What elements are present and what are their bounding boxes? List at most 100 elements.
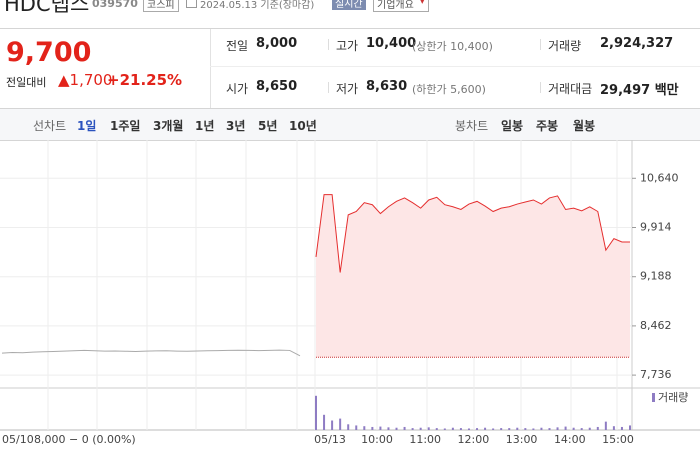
change-label: 전일대비 bbox=[6, 76, 47, 89]
volume-bar bbox=[500, 428, 503, 430]
volume-bar bbox=[532, 428, 535, 430]
price-area bbox=[316, 194, 630, 358]
volume-bar bbox=[451, 427, 454, 430]
y-tick-label: 9,914 bbox=[640, 221, 672, 234]
y-tick-label: 7,736 bbox=[640, 368, 672, 381]
volume-bar bbox=[476, 428, 479, 430]
tab[interactable]: 5년 bbox=[258, 119, 278, 133]
tab[interactable]: 월봉 bbox=[573, 119, 596, 133]
realtime-button[interactable]: 실시간 bbox=[332, 0, 366, 10]
y-tick-label: 10,640 bbox=[640, 171, 679, 184]
volume-bar bbox=[508, 428, 511, 430]
divider bbox=[540, 82, 541, 93]
x-label: 13:00 bbox=[506, 433, 538, 446]
volume-bar bbox=[620, 426, 623, 430]
x-label: 15:00 bbox=[602, 433, 634, 446]
volume-bar bbox=[596, 426, 599, 430]
volume-bar bbox=[387, 427, 390, 430]
divider bbox=[328, 82, 329, 93]
legend-label: 거래량 bbox=[658, 391, 688, 404]
stat-label: 전일 bbox=[226, 39, 249, 53]
change: ▲1,700 bbox=[58, 71, 113, 89]
volume-bar bbox=[484, 427, 487, 430]
volume-bar bbox=[411, 428, 414, 430]
volume-bar bbox=[572, 427, 575, 430]
volume-bar bbox=[403, 426, 406, 430]
x-label: 12:00 bbox=[458, 433, 490, 446]
y-tick-label: 9,188 bbox=[640, 270, 672, 283]
divider bbox=[210, 66, 700, 67]
volume-bar bbox=[315, 395, 317, 430]
stat-label: 고가 bbox=[336, 39, 359, 53]
stat-label: 저가 bbox=[336, 82, 359, 96]
change-rate: +21.25% bbox=[107, 71, 183, 89]
stat-label: 거래대금 bbox=[548, 82, 593, 96]
tab[interactable]: 3년 bbox=[226, 119, 246, 133]
tab[interactable]: 1주일 bbox=[110, 119, 141, 133]
volume-bar bbox=[588, 427, 591, 430]
volume-bar bbox=[331, 420, 334, 430]
stat-value: 10,400 bbox=[366, 36, 417, 51]
volume-bar bbox=[395, 427, 398, 430]
volume-bar bbox=[347, 424, 350, 430]
company-button[interactable]: 기업개요 ▾ bbox=[373, 0, 429, 12]
x-label: 14:00 bbox=[554, 433, 586, 446]
volume-bar bbox=[419, 427, 422, 430]
stat-value: 8,650 bbox=[256, 79, 298, 94]
tab[interactable]: 주봉 bbox=[536, 119, 559, 133]
volume-bar bbox=[564, 426, 567, 430]
volume-bar bbox=[524, 428, 527, 430]
company-button-label: 기업개요 bbox=[377, 0, 414, 11]
tab[interactable]: 1년 bbox=[195, 119, 215, 133]
volume-bar bbox=[548, 428, 551, 430]
volume-bar bbox=[443, 428, 446, 430]
stat-value: 8,630 bbox=[366, 79, 408, 94]
stat-value: 29,497 백만 bbox=[600, 83, 679, 98]
stat-label: 거래량 bbox=[548, 39, 582, 53]
divider bbox=[328, 39, 329, 50]
calendar-icon bbox=[186, 0, 197, 8]
volume-bar bbox=[339, 418, 342, 430]
volume-bar bbox=[629, 425, 631, 430]
volume-bar bbox=[612, 426, 615, 430]
volume-bar bbox=[323, 414, 326, 430]
volume-bar bbox=[371, 426, 374, 430]
tab[interactable]: 일봉 bbox=[501, 119, 524, 133]
volume-bar bbox=[604, 421, 607, 430]
volume-bar bbox=[355, 425, 358, 430]
volume-bar bbox=[492, 428, 495, 430]
tab-bar bbox=[0, 108, 700, 141]
market-badge: 코스피 bbox=[143, 0, 179, 12]
volume-bar bbox=[516, 427, 519, 430]
tab-label: 선차트 bbox=[33, 119, 67, 133]
stat-note: (상한가 10,400) bbox=[412, 40, 493, 53]
x-label: 10:00 bbox=[361, 433, 393, 446]
tab[interactable]: 1일 bbox=[77, 119, 97, 133]
volume-bar bbox=[363, 426, 366, 430]
x-label: 05/13 bbox=[314, 433, 346, 446]
divider bbox=[540, 39, 541, 50]
volume-bar bbox=[427, 427, 430, 430]
volume-bar bbox=[540, 427, 543, 430]
volume-bar bbox=[459, 428, 462, 430]
price-line bbox=[315, 194, 630, 273]
stat-value: 2,924,327 bbox=[600, 36, 674, 51]
tab[interactable]: 3개월 bbox=[153, 119, 184, 133]
tab[interactable]: 10년 bbox=[289, 119, 317, 133]
price-line bbox=[1, 349, 301, 357]
stock-name: HDC랩스 bbox=[4, 0, 90, 16]
stat-note: (하한가 5,600) bbox=[412, 83, 486, 96]
date: 2024.05.13 기준(장마감) bbox=[200, 0, 315, 11]
chart: 10,640 9,914 9,188 8,462 7,736 거래량 05/10 8,000 … bbox=[0, 140, 700, 446]
tab-label: 봉차트 bbox=[455, 119, 489, 133]
legend-swatch bbox=[652, 393, 655, 402]
volume-bar bbox=[379, 426, 382, 430]
x-label: 8,000 − 0 (0.00%) bbox=[34, 433, 136, 446]
volume-bar bbox=[580, 428, 583, 430]
volume-bar bbox=[435, 428, 438, 430]
divider bbox=[0, 28, 700, 29]
price: 9,700 bbox=[6, 37, 92, 68]
x-label: 05/10 bbox=[2, 433, 34, 446]
stock-code: 039570 bbox=[92, 0, 138, 10]
dropdown-arrow: ▾ bbox=[419, 0, 425, 7]
